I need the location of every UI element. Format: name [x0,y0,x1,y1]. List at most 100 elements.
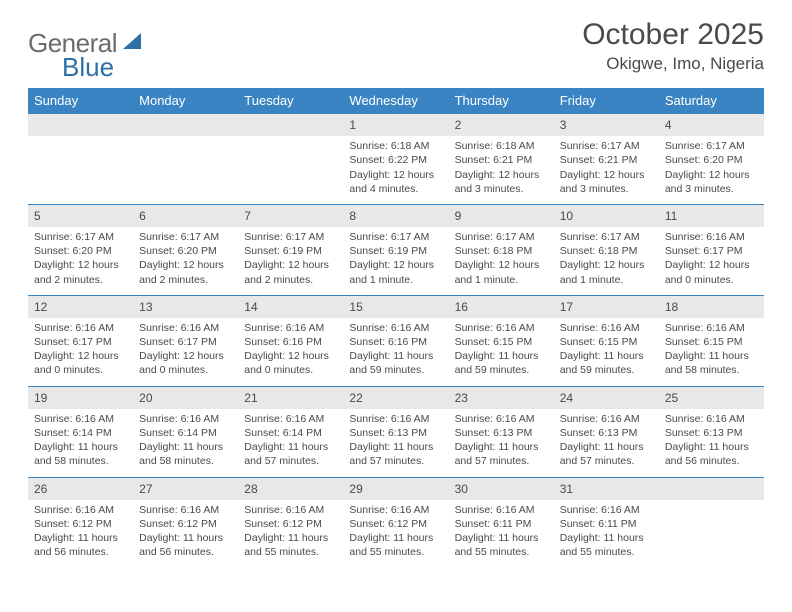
day-number: 5 [28,205,133,227]
sunrise-text: Sunrise: 6:16 AM [139,321,232,335]
day-number: 13 [133,296,238,318]
day-body: Sunrise: 6:16 AMSunset: 6:14 PMDaylight:… [133,409,238,477]
daylight-text: Daylight: 11 hours and 57 minutes. [349,440,442,468]
calendar-week-row: 26Sunrise: 6:16 AMSunset: 6:12 PMDayligh… [28,477,764,567]
day-body: Sunrise: 6:16 AMSunset: 6:12 PMDaylight:… [133,500,238,568]
calendar-day-cell: 28Sunrise: 6:16 AMSunset: 6:12 PMDayligh… [238,477,343,567]
day-number [28,114,133,136]
sunset-text: Sunset: 6:16 PM [244,335,337,349]
sunrise-text: Sunrise: 6:16 AM [349,412,442,426]
calendar-day-cell: 25Sunrise: 6:16 AMSunset: 6:13 PMDayligh… [659,386,764,477]
calendar-day-cell: 21Sunrise: 6:16 AMSunset: 6:14 PMDayligh… [238,386,343,477]
calendar-day-cell: 2Sunrise: 6:18 AMSunset: 6:21 PMDaylight… [449,114,554,205]
logo-sail-icon [121,31,143,56]
header: General October 2025 Okigwe, Imo, Nigeri… [28,18,764,74]
daylight-text: Daylight: 11 hours and 59 minutes. [455,349,548,377]
day-number [133,114,238,136]
day-body: Sunrise: 6:16 AMSunset: 6:17 PMDaylight:… [28,318,133,386]
calendar-day-cell: 11Sunrise: 6:16 AMSunset: 6:17 PMDayligh… [659,204,764,295]
calendar-day-cell: 22Sunrise: 6:16 AMSunset: 6:13 PMDayligh… [343,386,448,477]
day-header: Monday [133,88,238,114]
day-number: 11 [659,205,764,227]
day-number: 23 [449,387,554,409]
sunset-text: Sunset: 6:18 PM [455,244,548,258]
day-number: 21 [238,387,343,409]
day-body: Sunrise: 6:17 AMSunset: 6:18 PMDaylight:… [449,227,554,295]
day-body: Sunrise: 6:16 AMSunset: 6:15 PMDaylight:… [554,318,659,386]
daylight-text: Daylight: 11 hours and 56 minutes. [139,531,232,559]
daylight-text: Daylight: 11 hours and 55 minutes. [349,531,442,559]
sunrise-text: Sunrise: 6:17 AM [455,230,548,244]
day-body: Sunrise: 6:18 AMSunset: 6:22 PMDaylight:… [343,136,448,204]
sunset-text: Sunset: 6:11 PM [455,517,548,531]
calendar-day-cell: 3Sunrise: 6:17 AMSunset: 6:21 PMDaylight… [554,114,659,205]
sunrise-text: Sunrise: 6:16 AM [244,321,337,335]
daylight-text: Daylight: 11 hours and 55 minutes. [560,531,653,559]
calendar-day-cell [28,114,133,205]
day-number: 29 [343,478,448,500]
daylight-text: Daylight: 12 hours and 2 minutes. [244,258,337,286]
day-body: Sunrise: 6:17 AMSunset: 6:18 PMDaylight:… [554,227,659,295]
day-number: 20 [133,387,238,409]
day-number: 18 [659,296,764,318]
daylight-text: Daylight: 12 hours and 0 minutes. [244,349,337,377]
sunset-text: Sunset: 6:13 PM [349,426,442,440]
sunset-text: Sunset: 6:21 PM [560,153,653,167]
day-body: Sunrise: 6:17 AMSunset: 6:20 PMDaylight:… [659,136,764,204]
day-body: Sunrise: 6:16 AMSunset: 6:16 PMDaylight:… [238,318,343,386]
day-body [28,136,133,198]
day-number: 24 [554,387,659,409]
daylight-text: Daylight: 12 hours and 0 minutes. [34,349,127,377]
daylight-text: Daylight: 12 hours and 3 minutes. [455,168,548,196]
daylight-text: Daylight: 12 hours and 2 minutes. [139,258,232,286]
day-number: 15 [343,296,448,318]
calendar-week-row: 19Sunrise: 6:16 AMSunset: 6:14 PMDayligh… [28,386,764,477]
sunrise-text: Sunrise: 6:16 AM [349,321,442,335]
day-header: Friday [554,88,659,114]
day-number: 16 [449,296,554,318]
day-number: 10 [554,205,659,227]
day-body: Sunrise: 6:16 AMSunset: 6:15 PMDaylight:… [659,318,764,386]
sunrise-text: Sunrise: 6:16 AM [34,412,127,426]
day-number: 7 [238,205,343,227]
day-number: 8 [343,205,448,227]
day-body: Sunrise: 6:17 AMSunset: 6:21 PMDaylight:… [554,136,659,204]
sunset-text: Sunset: 6:12 PM [139,517,232,531]
calendar-day-cell: 20Sunrise: 6:16 AMSunset: 6:14 PMDayligh… [133,386,238,477]
calendar-day-cell: 10Sunrise: 6:17 AMSunset: 6:18 PMDayligh… [554,204,659,295]
day-body: Sunrise: 6:16 AMSunset: 6:13 PMDaylight:… [343,409,448,477]
sunrise-text: Sunrise: 6:17 AM [244,230,337,244]
sunrise-text: Sunrise: 6:17 AM [34,230,127,244]
sunrise-text: Sunrise: 6:16 AM [244,412,337,426]
daylight-text: Daylight: 12 hours and 1 minute. [560,258,653,286]
calendar-day-cell: 27Sunrise: 6:16 AMSunset: 6:12 PMDayligh… [133,477,238,567]
sunset-text: Sunset: 6:17 PM [34,335,127,349]
day-body: Sunrise: 6:16 AMSunset: 6:11 PMDaylight:… [554,500,659,568]
day-body: Sunrise: 6:16 AMSunset: 6:13 PMDaylight:… [449,409,554,477]
daylight-text: Daylight: 11 hours and 58 minutes. [665,349,758,377]
sunrise-text: Sunrise: 6:16 AM [560,503,653,517]
daylight-text: Daylight: 12 hours and 2 minutes. [34,258,127,286]
day-body: Sunrise: 6:16 AMSunset: 6:17 PMDaylight:… [133,318,238,386]
month-title: October 2025 [582,18,764,52]
day-number: 9 [449,205,554,227]
sunset-text: Sunset: 6:12 PM [34,517,127,531]
daylight-text: Daylight: 11 hours and 57 minutes. [560,440,653,468]
day-number: 2 [449,114,554,136]
calendar-day-cell: 18Sunrise: 6:16 AMSunset: 6:15 PMDayligh… [659,295,764,386]
day-body: Sunrise: 6:16 AMSunset: 6:15 PMDaylight:… [449,318,554,386]
day-number: 3 [554,114,659,136]
sunset-text: Sunset: 6:19 PM [244,244,337,258]
daylight-text: Daylight: 12 hours and 3 minutes. [665,168,758,196]
calendar-week-row: 5Sunrise: 6:17 AMSunset: 6:20 PMDaylight… [28,204,764,295]
sunrise-text: Sunrise: 6:18 AM [349,139,442,153]
day-body: Sunrise: 6:17 AMSunset: 6:19 PMDaylight:… [343,227,448,295]
day-number: 4 [659,114,764,136]
day-number: 27 [133,478,238,500]
sunset-text: Sunset: 6:20 PM [665,153,758,167]
day-number [238,114,343,136]
sunset-text: Sunset: 6:18 PM [560,244,653,258]
location-text: Okigwe, Imo, Nigeria [582,54,764,74]
calendar-day-cell: 17Sunrise: 6:16 AMSunset: 6:15 PMDayligh… [554,295,659,386]
sunset-text: Sunset: 6:17 PM [139,335,232,349]
